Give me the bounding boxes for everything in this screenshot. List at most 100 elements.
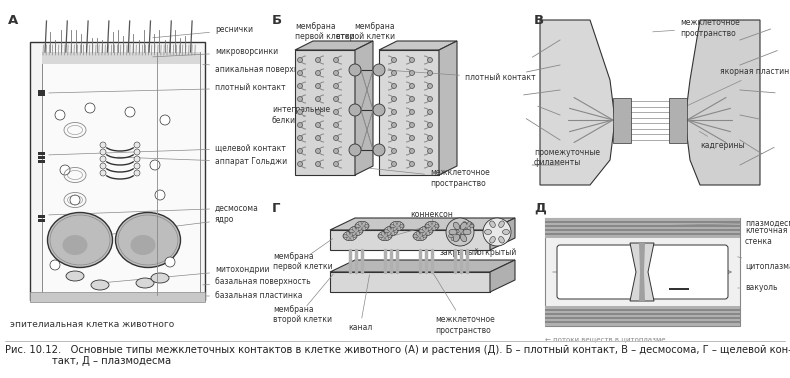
Circle shape <box>134 170 140 176</box>
Text: аппарат Гольджи: аппарат Гольджи <box>118 157 287 166</box>
Circle shape <box>100 163 106 169</box>
Ellipse shape <box>349 226 363 235</box>
Ellipse shape <box>387 226 391 231</box>
Polygon shape <box>330 260 515 272</box>
Circle shape <box>150 160 160 170</box>
Ellipse shape <box>151 273 169 283</box>
Circle shape <box>333 161 338 166</box>
Ellipse shape <box>422 234 427 238</box>
Ellipse shape <box>454 226 468 235</box>
Ellipse shape <box>455 236 459 240</box>
Circle shape <box>333 135 338 141</box>
Ellipse shape <box>136 278 154 288</box>
Circle shape <box>493 228 501 236</box>
Ellipse shape <box>397 222 401 226</box>
Polygon shape <box>540 20 615 185</box>
Circle shape <box>409 135 415 141</box>
Ellipse shape <box>50 215 110 265</box>
Bar <box>38 215 45 217</box>
Circle shape <box>315 161 321 166</box>
Polygon shape <box>295 41 373 50</box>
Ellipse shape <box>463 226 467 231</box>
Ellipse shape <box>428 222 432 226</box>
Ellipse shape <box>381 231 385 236</box>
Ellipse shape <box>434 224 438 228</box>
Ellipse shape <box>352 234 356 238</box>
Circle shape <box>392 161 397 166</box>
Text: Рис. 10.12.   Основные типы межклеточных контактов в клетке животного (А) и раст: Рис. 10.12. Основные типы межклеточных к… <box>5 345 790 355</box>
Ellipse shape <box>461 224 465 228</box>
Circle shape <box>160 115 170 125</box>
Text: мембрана
второй клетки: мембрана второй клетки <box>273 305 332 324</box>
Text: такт, Д – плазмодесма: такт, Д – плазмодесма <box>5 356 171 366</box>
Bar <box>30 292 205 302</box>
Circle shape <box>409 57 415 62</box>
Circle shape <box>409 84 415 88</box>
Ellipse shape <box>425 222 439 231</box>
Text: А: А <box>8 14 18 27</box>
Circle shape <box>427 110 432 115</box>
Circle shape <box>427 84 432 88</box>
Circle shape <box>349 104 361 116</box>
Ellipse shape <box>350 231 354 236</box>
Ellipse shape <box>427 229 432 233</box>
Circle shape <box>315 122 321 127</box>
Ellipse shape <box>385 236 389 240</box>
Ellipse shape <box>453 234 460 242</box>
Ellipse shape <box>390 222 404 231</box>
Ellipse shape <box>420 236 424 240</box>
Text: закрытый: закрытый <box>440 248 480 257</box>
Text: коннексон: коннексон <box>411 210 453 219</box>
Circle shape <box>409 161 415 166</box>
Circle shape <box>424 229 427 232</box>
Ellipse shape <box>362 226 366 231</box>
Ellipse shape <box>384 226 398 235</box>
Ellipse shape <box>448 231 462 240</box>
Text: ← потоки веществ в цитоплазме: ← потоки веществ в цитоплазме <box>545 336 665 342</box>
Text: митохондрии: митохондрии <box>103 265 269 283</box>
Ellipse shape <box>352 226 356 231</box>
Polygon shape <box>42 52 200 295</box>
Text: Б: Б <box>272 14 282 27</box>
Circle shape <box>392 149 397 153</box>
Text: кадгерины: кадгерины <box>699 132 744 150</box>
Circle shape <box>315 96 321 102</box>
Ellipse shape <box>453 222 460 230</box>
Circle shape <box>355 229 358 232</box>
Circle shape <box>409 71 415 76</box>
Ellipse shape <box>385 231 389 236</box>
Circle shape <box>446 218 474 246</box>
Ellipse shape <box>385 229 389 233</box>
Circle shape <box>333 96 338 102</box>
Ellipse shape <box>350 236 354 240</box>
Circle shape <box>70 195 80 205</box>
Bar <box>545 218 740 326</box>
Circle shape <box>333 122 338 127</box>
Circle shape <box>392 84 397 88</box>
Bar <box>669 288 689 290</box>
Ellipse shape <box>393 229 397 233</box>
Ellipse shape <box>349 229 355 233</box>
Ellipse shape <box>130 235 156 255</box>
Ellipse shape <box>358 222 362 226</box>
Ellipse shape <box>462 229 468 233</box>
Ellipse shape <box>498 221 504 228</box>
Circle shape <box>100 170 106 176</box>
Ellipse shape <box>467 222 471 226</box>
Circle shape <box>315 135 321 141</box>
Circle shape <box>373 64 385 76</box>
Ellipse shape <box>460 222 474 231</box>
Circle shape <box>409 149 415 153</box>
Ellipse shape <box>457 234 461 238</box>
Circle shape <box>427 135 432 141</box>
Polygon shape <box>30 42 205 300</box>
Circle shape <box>298 57 303 62</box>
Circle shape <box>427 122 432 127</box>
Ellipse shape <box>455 231 459 236</box>
Circle shape <box>298 135 303 141</box>
Ellipse shape <box>426 226 430 231</box>
Text: апикальная поверхность: апикальная поверхность <box>203 64 317 74</box>
Ellipse shape <box>356 226 360 231</box>
Circle shape <box>333 71 338 76</box>
Text: якорная пластинка: якорная пластинка <box>680 68 790 109</box>
